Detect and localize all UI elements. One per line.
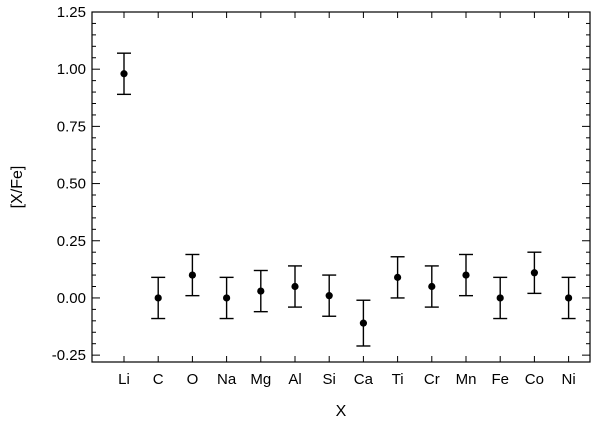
plot-frame (91, 11, 591, 363)
x-tick-label: Co (525, 371, 544, 388)
data-point-na (223, 294, 231, 302)
x-tick-label: Ca (354, 371, 374, 388)
data-point-ni (565, 294, 573, 302)
data-point-cr (428, 282, 436, 291)
data-point-ca (359, 319, 367, 327)
y-tick-label: 0.00 (57, 290, 86, 307)
data-point-co (530, 269, 539, 277)
x-tick-label: Cr (424, 371, 440, 388)
y-axis: -0.25 0.00 0.25 0.50 0.75 1.00 1.25 (52, 4, 590, 364)
data-point-fe (496, 294, 504, 302)
data-point-li (120, 70, 128, 78)
data-point-si (325, 292, 333, 300)
y-axis-title: [X/Fe] (9, 166, 26, 209)
y-tick-label: 0.75 (57, 118, 86, 135)
x-tick-label: Al (288, 371, 301, 388)
x-tick-label: Si (323, 371, 336, 388)
x-tick-label: O (187, 371, 199, 388)
data-point-al (291, 282, 299, 291)
data-series (117, 52, 576, 347)
y-tick-label: 1.25 (57, 4, 86, 21)
y-tick-label: 0.50 (57, 176, 86, 193)
x-tick-label: Mg (250, 371, 271, 388)
x-tick-label: Na (217, 371, 237, 388)
data-point-mg (257, 287, 265, 295)
y-tick-label: 1.00 (57, 61, 86, 78)
data-point-c (154, 294, 162, 302)
y-tick-label: 0.25 (57, 233, 86, 250)
x-tick-label: Mn (456, 371, 477, 388)
x-axis: LiCONaMgAlSiCaTiCrMnFeCoNiBa (118, 12, 576, 388)
data-point-o (188, 271, 196, 279)
x-tick-label: Fe (491, 371, 509, 388)
x-tick-label: Ni (562, 371, 576, 388)
y-tick-label: -0.25 (52, 347, 86, 364)
x-tick-label: C (153, 371, 164, 388)
x-tick-label: Ti (392, 371, 404, 388)
x-tick-label: Li (118, 371, 130, 388)
data-point-mn (462, 271, 470, 279)
data-point-ti (394, 273, 402, 281)
x-axis-title: X (336, 403, 347, 420)
